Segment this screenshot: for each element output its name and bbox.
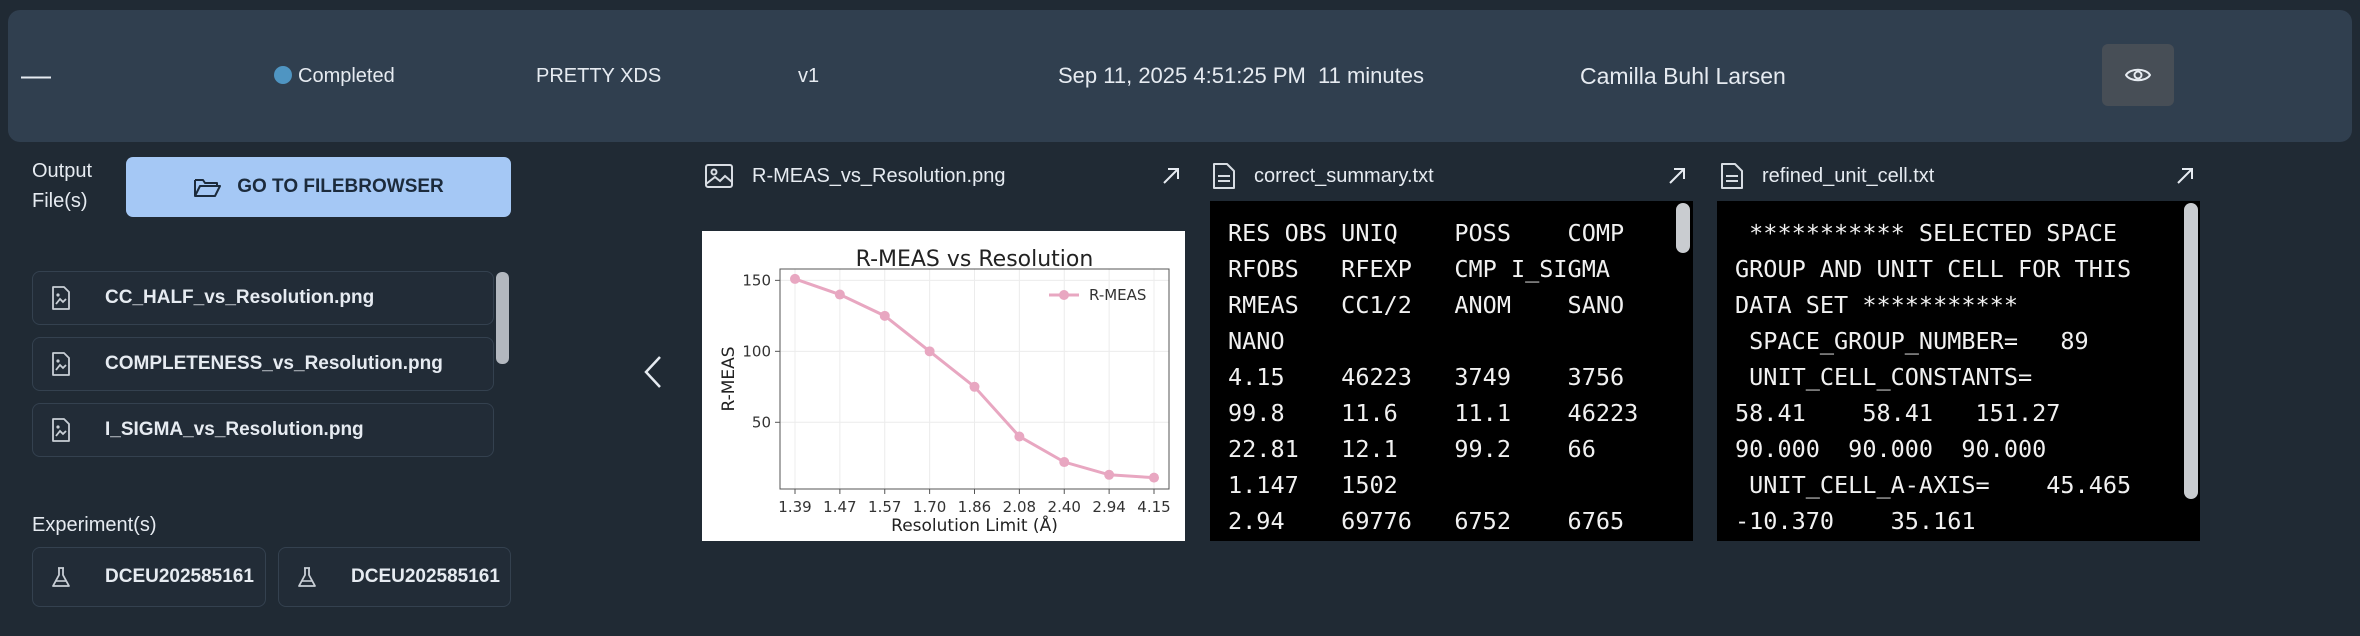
job-user: Camilla Buhl Larsen [1580,63,1786,89]
output-file-item[interactable]: COMPLETENESS_vs_Resolution.png [32,337,494,391]
go-to-filebrowser-button[interactable]: GO TO FILEBROWSER [126,157,511,217]
image-icon [705,164,733,188]
chart-preview: 50 100 150 1.39 1.47 1.57 1.70 1.86 2.08 2.40 2.94… [702,231,1185,541]
eye-icon [2125,68,2151,82]
x-tick-label: 4.15 [1137,498,1170,516]
output-file-name: CC_HALF_vs_Resolution.png [105,287,375,308]
file-text-icon [1213,163,1235,189]
arrow-up-right-icon [2177,168,2193,184]
preview-header: R-MEAS_vs_Resolution.png [704,156,1005,196]
text-preview: RES OBS UNIQ POSS COMP RFOBS RFEXP CMP I… [1210,201,1693,541]
data-point [1104,469,1115,480]
view-button[interactable] [2102,44,2174,106]
flask-icon [297,566,337,588]
legend-label: R-MEAS [1089,286,1146,304]
experiment-name: DCEU202585161 [105,566,254,587]
file-list-scrollbar[interactable] [496,272,509,364]
y-tick-label: 50 [752,413,771,431]
program-version: v1 [798,65,820,87]
preview-title: correct_summary.txt [1254,164,1434,187]
y-tick-label: 150 [742,271,771,289]
file-text-icon [1721,163,1743,189]
output-file-item[interactable]: CC_HALF_vs_Resolution.png [32,271,494,325]
collapse-button[interactable]: — [21,59,51,92]
data-point [790,273,800,284]
data-point [1014,431,1025,442]
data-point [834,289,845,300]
experiment-item[interactable]: DCEU202585161 [32,547,266,607]
arrow-up-right-icon [1669,168,1685,184]
image-file-icon [51,352,91,376]
chevron-left-icon [644,356,661,388]
text-preview-content: RES OBS UNIQ POSS COMP RFOBS RFEXP CMP I… [1228,219,1639,535]
x-tick-label: 1.57 [868,498,901,516]
output-file-name: I_SIGMA_vs_Resolution.png [105,419,364,440]
y-tick-label: 100 [742,342,771,360]
y-axis-label: R-MEAS [719,346,739,411]
expand-preview-button[interactable] [2172,163,2198,189]
expand-preview-button[interactable] [1664,163,1690,189]
status-dot-icon [274,66,292,84]
data-point [1149,472,1159,483]
output-file-name: COMPLETENESS_vs_Resolution.png [105,353,443,374]
x-tick-label: 2.94 [1092,498,1125,516]
status: Completed [274,10,395,142]
x-tick-label: 1.47 [823,498,856,516]
job-date: Sep 11, 2025 4:51:25 PM [1058,63,1306,88]
expand-preview-button[interactable] [1158,163,1184,189]
data-point [1059,457,1070,468]
x-tick-label: 1.39 [778,498,811,516]
status-text: Completed [298,65,395,87]
output-files-label-line2: File(s) [32,190,88,212]
preview-header: correct_summary.txt [1212,156,1434,196]
job-duration: 11 minutes [1318,63,1424,88]
experiments-label: Experiment(s) [32,514,157,536]
chart-title: R-MEAS vs Resolution [856,247,1094,272]
x-tick-label: 2.40 [1048,498,1081,516]
preview-header: refined_unit_cell.txt [1720,156,1934,196]
text-preview-content: *********** SELECTED SPACE GROUP AND UNI… [1735,219,2132,535]
text-preview-scrollbar[interactable] [2184,203,2198,499]
data-point [969,381,980,392]
go-to-filebrowser-label: GO TO FILEBROWSER [237,176,444,197]
x-tick-label: 1.70 [913,498,946,516]
experiment-name: DCEU202585161 [351,566,500,587]
job-header: — Completed PRETTY XDS v1 Sep 11, 2025 4… [8,10,2352,142]
image-file-icon [51,418,91,442]
arrow-up-right-icon [1163,168,1179,184]
output-file-item[interactable]: I_SIGMA_vs_Resolution.png [32,403,494,457]
legend-marker [1059,290,1069,300]
x-axis-label: Resolution Limit (Å) [891,514,1058,536]
r-meas-chart: 50 100 150 1.39 1.47 1.57 1.70 1.86 2.08 2.40 2.94… [719,247,1171,536]
data-point [924,346,935,357]
preview-title: R-MEAS_vs_Resolution.png [752,164,1006,187]
experiment-item[interactable]: DCEU202585161 [278,547,511,607]
program-name: PRETTY XDS [536,65,662,87]
folder-open-icon [194,179,222,197]
data-point [879,310,890,321]
flask-icon [51,566,91,588]
text-preview: *********** SELECTED SPACE GROUP AND UNI… [1717,201,2200,541]
preview-title: refined_unit_cell.txt [1762,164,1935,187]
carousel-prev-button[interactable] [638,350,668,394]
x-tick-label: 1.86 [958,498,991,516]
text-preview-scrollbar[interactable] [1676,203,1690,253]
image-file-icon [51,286,91,310]
output-files-label-line1: Output [32,160,93,182]
x-tick-label: 2.08 [1003,498,1036,516]
